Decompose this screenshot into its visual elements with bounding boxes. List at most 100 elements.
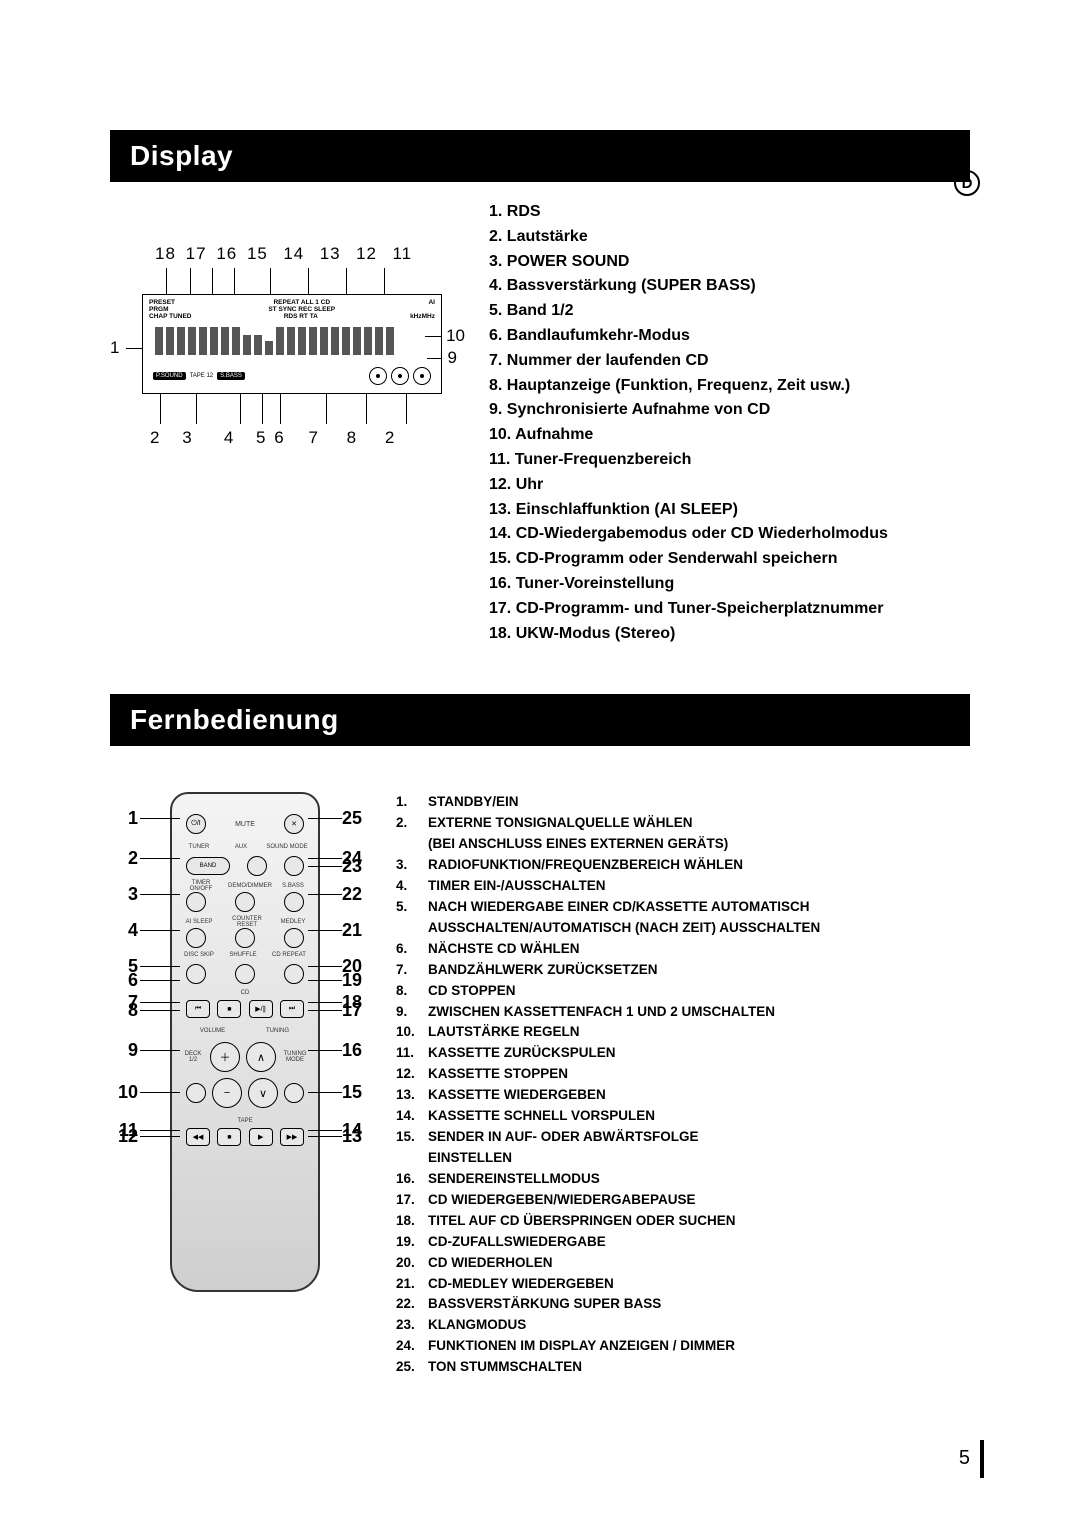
display-legend-item: 7. Nummer der laufenden CD [489,349,970,374]
display-legend-item: 14. CD-Wiedergabemodus oder CD Wiederhol… [489,522,970,547]
tuning-down-button: ∨ [248,1078,278,1108]
cd-play-button: ▶/∥ [249,1000,273,1018]
remote-left-callout: 10 [110,1082,138,1103]
manual-page: D Display 18 17 16 15 14 13 12 11 [0,0,1080,1528]
aux-button [247,856,267,876]
display-legend-item: 2. Lautstärke [489,225,970,250]
remote-section: ⏻/I MUTE ✕ TUNER AUX SOUND MODE BAND [110,762,970,1378]
section-title-remote: Fernbedienung [110,694,970,746]
remote-legend-item: (BEI ANSCHLUSS EINES EXTERNEN GERÄTS) [396,834,970,855]
soundmode-button [284,856,304,876]
deck-button [186,1083,206,1103]
remote-legend-item: 5.NACH WIEDERGABE EINER CD/KASSETTE AUTO… [396,897,970,918]
display-spectrum [155,327,429,355]
remote-legend-item: 7.BANDZÄHLWERK ZURÜCKSETZEN [396,960,970,981]
display-legend-item: 10. Aufnahme [489,423,970,448]
remote-legend-item: 6.NÄCHSTE CD WÄHLEN [396,939,970,960]
remote-legend: 1.STANDBY/EIN2.EXTERNE TONSIGNALQUELLE W… [396,762,970,1378]
remote-legend-item: 13.KASSETTE WIEDERGEBEN [396,1085,970,1106]
display-legend-item: 13. Einschlaffunktion (AI SLEEP) [489,498,970,523]
remote-legend-item: 25.TON STUMMSCHALTEN [396,1357,970,1378]
remote-right-callout: 21 [342,920,372,941]
remote-left-callout: 12 [110,1126,138,1147]
display-top-callouts: 18 17 16 15 14 13 12 11 [155,244,416,264]
remote-legend-item: 11.KASSETTE ZURÜCKSPULEN [396,1043,970,1064]
display-legend-item: 1. RDS [489,200,970,225]
remote-left-callout: 2 [110,848,138,869]
display-section: 18 17 16 15 14 13 12 11 PRESET REPEAT AL… [110,198,970,646]
remote-legend-item: 18.TITEL AUF CD ÜBERSPRINGEN ODER SUCHEN [396,1211,970,1232]
remote-legend-item: 8.CD STOPPEN [396,981,970,1002]
tuning-up-button: ∧ [246,1042,276,1072]
remote-legend-item: 24.FUNKTIONEN IM DISPLAY ANZEIGEN / DIMM… [396,1336,970,1357]
remote-right-callout: 13 [342,1126,372,1147]
display-legend-item: 16. Tuner-Voreinstellung [489,572,970,597]
display-legend-item: 12. Uhr [489,473,970,498]
display-legend-item: 6. Bandlaufumkehr-Modus [489,324,970,349]
remote-legend-item: 9.ZWISCHEN KASSETTENFACH 1 UND 2 UMSCHAL… [396,1002,970,1023]
mute-button: ✕ [284,814,304,834]
cd-stop-button: ■ [217,1000,241,1018]
power-button: ⏻/I [186,814,206,834]
remote-right-callout: 19 [342,970,372,991]
remote-legend-item: AUSSCHALTEN/AUTOMATISCH (NACH ZEIT) AUSS… [396,918,970,939]
remote-legend-item: 1.STANDBY/EIN [396,792,970,813]
cd-prev-button: ⏮ [186,1000,210,1018]
display-legend: 1. RDS2. Lautstärke3. POWER SOUND4. Bass… [489,198,970,646]
display-right-callout-10: 10 [446,326,465,346]
band-button: BAND [186,857,230,875]
remote-legend-item: EINSTELLEN [396,1148,970,1169]
remote-left-callout: 8 [110,1000,138,1021]
cdrepeat-button [284,964,304,984]
display-legend-item: 18. UKW-Modus (Stereo) [489,622,970,647]
tuningmode-button [284,1083,304,1103]
tape-play-button: ▶ [249,1128,273,1146]
page-number: 5 [959,1447,970,1470]
display-legend-item: 15. CD-Programm oder Senderwahl speicher… [489,547,970,572]
display-legend-item: 3. POWER SOUND [489,250,970,275]
display-legend-item: 5. Band 1/2 [489,299,970,324]
remote-left-callout: 3 [110,884,138,905]
remote-legend-item: 17.CD WIEDERGEBEN/WIEDERGABEPAUSE [396,1190,970,1211]
shuffle-button [235,964,255,984]
timer-button [186,892,206,912]
remote-legend-item: 16.SENDEREINSTELLMODUS [396,1169,970,1190]
remote-legend-item: 12.KASSETTE STOPPEN [396,1064,970,1085]
display-right-callout-9: 9 [448,348,457,368]
remote-legend-item: 22.BASSVERSTÄRKUNG SUPER BASS [396,1294,970,1315]
aisleep-button [186,928,206,948]
remote-legend-item: 2.EXTERNE TONSIGNALQUELLE WÄHLEN [396,813,970,834]
display-bottom-callouts: 2 3 4 5 6 7 8 2 [150,428,412,448]
display-left-callout-1: 1 [110,338,119,358]
section-title-display: Display [110,130,970,182]
discskip-button [186,964,206,984]
volume-up-button: ＋ [210,1042,240,1072]
remote-right-callout: 22 [342,884,372,905]
remote-legend-item: 20.CD WIEDERHOLEN [396,1253,970,1274]
remote-legend-item: 4.TIMER EIN-/AUSSCHALTEN [396,876,970,897]
remote-legend-item: 15.SENDER IN AUF- ODER ABWÄRTSFOLGE [396,1127,970,1148]
display-legend-item: 9. Synchronisierte Aufnahme von CD [489,398,970,423]
display-legend-item: 8. Hauptanzeige (Funktion, Frequenz, Zei… [489,374,970,399]
language-badge: D [954,170,980,196]
display-legend-item: 11. Tuner-Frequenzbereich [489,448,970,473]
remote-diagram: ⏻/I MUTE ✕ TUNER AUX SOUND MODE BAND [110,792,380,1352]
remote-legend-item: 3.RADIOFUNKTION/FREQUENZBEREICH WÄHLEN [396,855,970,876]
remote-left-callout: 6 [110,970,138,991]
display-bottom-leaders [150,394,440,428]
cd-next-button: ⏭ [280,1000,304,1018]
tape-stop-button: ■ [217,1128,241,1146]
medley-button [284,928,304,948]
remote-left-callout: 4 [110,920,138,941]
tape-rew-button: ◀◀ [186,1128,210,1146]
display-panel: PRESET REPEAT ALL 1 CD AI PRGM ST SYNC R… [142,294,442,394]
remote-legend-item: 19.CD-ZUFALLSWIEDERGABE [396,1232,970,1253]
remote-legend-item: 21.CD-MEDLEY WIEDERGEBEN [396,1274,970,1295]
counter-button [235,928,255,948]
remote-legend-item: 23.KLANGMODUS [396,1315,970,1336]
remote-legend-item: 10.LAUTSTÄRKE REGELN [396,1022,970,1043]
remote-right-callout: 16 [342,1040,372,1061]
sbass-button [284,892,304,912]
display-legend-item: 4. Bassverstärkung (SUPER BASS) [489,274,970,299]
display-diagram: 18 17 16 15 14 13 12 11 PRESET REPEAT AL… [110,198,465,498]
